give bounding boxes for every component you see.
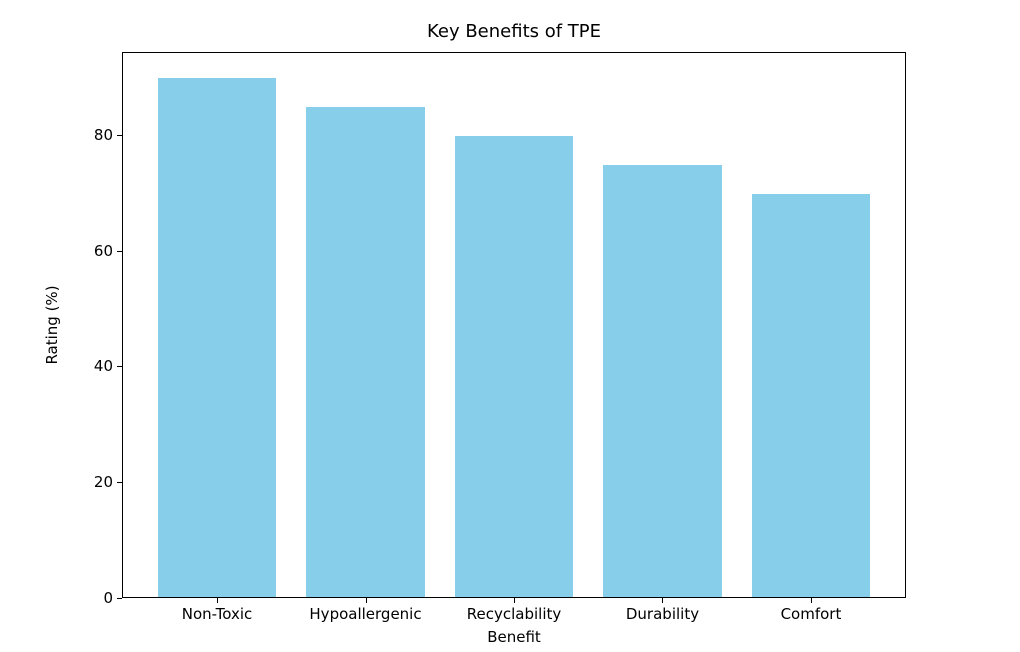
x-tick-mark (514, 598, 515, 603)
bar-durability (603, 164, 722, 598)
y-tick-mark (117, 250, 122, 252)
y-tick-label: 80 (93, 126, 113, 145)
plot-area (122, 52, 906, 598)
bar-recyclability (454, 135, 574, 598)
bar-comfort (751, 193, 871, 598)
x-tick-label: Non-Toxic (181, 605, 253, 623)
bar-hypoallergenic (306, 106, 425, 598)
x-tick-mark (662, 598, 664, 603)
x-tick-mark (217, 598, 219, 603)
y-tick-mark (117, 366, 122, 368)
y-axis-label: Rating (%) (43, 285, 61, 365)
y-tick-label: 0 (103, 588, 113, 607)
y-tick-mark (117, 597, 122, 599)
bar-non-toxic (157, 78, 277, 598)
y-tick-label: 40 (93, 357, 113, 376)
y-tick-label: 60 (93, 241, 113, 260)
x-tick-label: Hypoallergenic (309, 605, 422, 623)
x-axis-label: Benefit (487, 628, 541, 646)
chart-title: Key Benefits of TPE (426, 21, 602, 42)
x-tick-label: Durability (625, 605, 700, 623)
y-tick-label: 20 (93, 472, 113, 491)
x-tick-mark (810, 598, 812, 603)
x-tick-label: Comfort (780, 605, 842, 623)
y-tick-mark (117, 481, 122, 483)
x-tick-label: Recyclability (466, 605, 562, 623)
y-tick-mark (117, 135, 122, 137)
x-tick-mark (365, 598, 367, 603)
